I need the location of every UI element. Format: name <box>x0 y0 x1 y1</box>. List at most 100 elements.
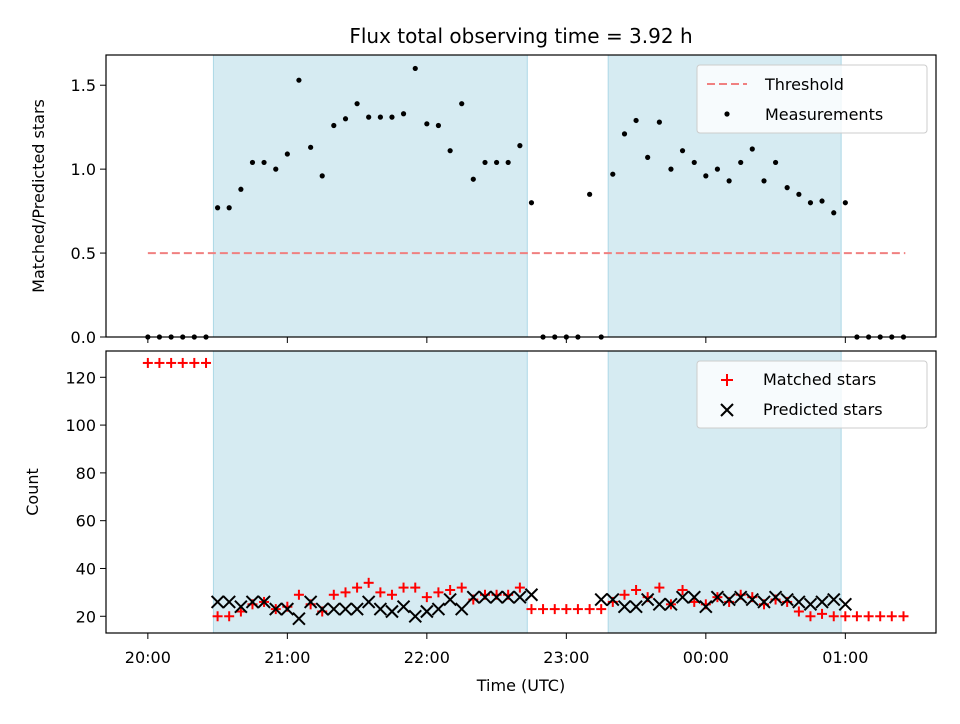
predicted-star-mark <box>501 590 515 604</box>
x-tick-label: 01:00 <box>822 648 868 667</box>
shaded-region <box>212 350 528 634</box>
predicted-star-mark <box>594 592 608 607</box>
matched-star-point <box>817 608 828 619</box>
predicted-star-point <box>838 597 853 612</box>
predicted-star-point <box>210 595 225 609</box>
measurement-point <box>447 148 453 154</box>
predicted-star-point <box>792 595 806 609</box>
measurement-point <box>284 151 290 157</box>
measurement-point <box>738 159 744 166</box>
matched-star-point <box>224 611 235 622</box>
predicted-star-point <box>722 592 736 607</box>
legend-predicted-swatch <box>720 403 734 417</box>
predicted-star-mark <box>431 602 446 616</box>
predicted-star-mark <box>640 592 655 607</box>
measurement-point <box>249 159 256 166</box>
predicted-star-point <box>757 595 771 609</box>
chart-title: Flux total observing time = 3.92 h <box>349 24 692 48</box>
predicted-star-mark <box>722 592 736 607</box>
measurement-point <box>819 198 825 204</box>
predicted-star-point <box>420 604 434 619</box>
predicted-star-mark <box>408 609 422 623</box>
measurement-point <box>621 131 628 137</box>
matched-star-point <box>538 604 549 615</box>
predicted-star-point <box>675 590 690 604</box>
matched-star-point <box>433 587 444 598</box>
y-tick-label: 0.5 <box>71 244 96 263</box>
y-tick-label: 100 <box>65 416 96 435</box>
matched-star-point <box>654 582 665 593</box>
top-y-axis-label: Matched/Predicted stars <box>29 99 48 293</box>
matched-star-point <box>235 606 246 617</box>
matched-star-point <box>386 589 397 600</box>
matched-star-point <box>375 587 386 598</box>
predicted-star-point <box>710 590 725 604</box>
predicted-star-mark <box>792 595 806 609</box>
matched-star-point <box>189 357 200 368</box>
measurement-point <box>842 200 848 206</box>
predicted-star-point <box>257 595 271 609</box>
measurement-point <box>714 166 721 172</box>
predicted-star-mark <box>361 595 376 609</box>
predicted-star-points <box>210 588 853 626</box>
matched-star-point <box>898 611 909 622</box>
matched-star-point <box>421 592 432 603</box>
measurement-point <box>389 114 395 120</box>
bottom-legend-box <box>696 360 928 429</box>
predicted-star-mark <box>780 592 794 607</box>
predicted-star-mark <box>710 590 725 604</box>
predicted-star-point <box>222 595 236 609</box>
matched-star-point <box>875 611 886 622</box>
measurement-point <box>354 101 360 107</box>
measurement-point <box>645 154 651 160</box>
predicted-star-mark <box>524 588 539 602</box>
predicted-star-point <box>745 592 759 607</box>
predicted-star-mark <box>303 595 318 609</box>
predicted-star-point <box>768 590 783 604</box>
bottom-panel: 20 40 60 80 100 120 20:00 21:00 22:00 23:00 00:00… <box>23 350 937 695</box>
predicted-star-mark <box>733 590 748 604</box>
predicted-star-point <box>687 590 701 604</box>
measurement-point <box>261 159 267 166</box>
matched-star-point <box>177 357 188 368</box>
predicted-star-point <box>489 590 504 604</box>
matched-star-point <box>631 584 642 595</box>
predicted-star-point <box>373 602 388 616</box>
predicted-star-mark <box>652 597 667 612</box>
predicted-star-point <box>780 592 794 607</box>
predicted-star-point <box>234 600 248 614</box>
matched-star-point <box>526 604 537 615</box>
top-legend: Threshold Measurements <box>696 64 928 134</box>
matched-star-point <box>596 604 607 615</box>
predicted-star-mark <box>827 592 841 607</box>
matched-star-point <box>514 582 525 593</box>
x-tick-label: 22:00 <box>404 648 450 667</box>
predicted-star-mark <box>315 602 329 616</box>
predicted-star-mark <box>269 602 283 616</box>
measurement-point <box>238 186 244 192</box>
matched-star-point <box>619 589 630 600</box>
matched-star-point <box>410 582 421 593</box>
measurement-point <box>749 146 755 152</box>
matched-star-point <box>689 596 700 607</box>
top-plot-frame <box>105 54 937 338</box>
predicted-star-mark <box>292 611 306 626</box>
y-tick-label: 1.0 <box>71 160 96 179</box>
matched-star-point <box>340 587 351 598</box>
measurement-point <box>761 178 767 184</box>
predicted-star-point <box>815 595 829 609</box>
measurement-point <box>807 200 814 206</box>
predicted-star-mark <box>768 590 783 604</box>
y-tick-label: 20 <box>76 607 96 626</box>
bottom-x-ticks: 20:00 21:00 22:00 23:00 00:00 01:00 <box>125 633 868 667</box>
predicted-star-mark <box>699 600 713 614</box>
measurement-point <box>435 122 442 129</box>
x-tick-label: 00:00 <box>683 648 729 667</box>
predicted-star-mark <box>443 592 457 607</box>
predicted-star-point <box>327 602 341 616</box>
measurement-point <box>470 176 476 182</box>
bottom-y-ticks: 20 40 60 80 100 120 <box>65 368 106 626</box>
measurement-point <box>424 121 430 127</box>
measurement-point <box>679 148 686 154</box>
y-tick-label: 60 <box>76 512 96 531</box>
